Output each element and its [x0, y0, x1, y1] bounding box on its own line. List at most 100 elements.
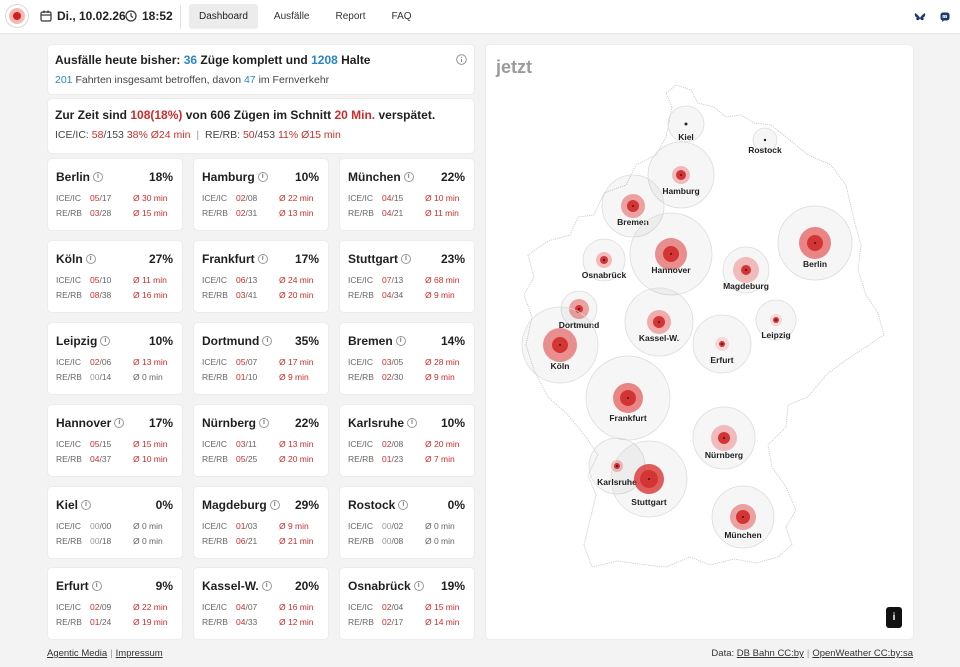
city-card[interactable]: Karlsruhe i 10% ICE/IC 02/08 Ø 20 min RE/RB 01/… [340, 405, 474, 476]
map-city-label: Dortmund [559, 320, 600, 330]
tab-dashboard[interactable]: Dashboard [189, 4, 258, 29]
map-city-label: Hamburg [662, 186, 699, 196]
tab-ausfaelle[interactable]: Ausfälle [273, 11, 310, 22]
city-pct: 35% [294, 334, 319, 348]
city-card[interactable]: Erfurt i 9% ICE/IC 02/09 Ø 22 min RE/RB 01/24 Ø … [48, 568, 182, 639]
map-city[interactable]: München [711, 485, 775, 549]
info-icon[interactable]: i [261, 580, 272, 591]
map-city[interactable]: Erfurt [692, 314, 752, 374]
map-city-center [814, 242, 816, 244]
info-icon[interactable]: i [259, 417, 269, 428]
info-icon[interactable]: i [257, 171, 268, 182]
info-icon[interactable]: i [407, 417, 418, 428]
info-icon[interactable]: i [413, 580, 424, 591]
city-name: Frankfurt i [202, 252, 268, 266]
db-bahn-link[interactable]: DB Bahn CC:by [736, 648, 804, 659]
city-card[interactable]: Stuttgart i 23% ICE/IC 07/13 Ø 68 min RE/RB 04/… [340, 241, 474, 312]
city-card[interactable]: Kiel i 0% ICE/IC 00/00 Ø 0 min RE/RB 00/18 Ø 0 m… [48, 487, 182, 558]
map-city-area [692, 406, 756, 470]
info-icon[interactable] [456, 54, 467, 65]
info-icon[interactable]: i [398, 499, 409, 510]
city-card[interactable]: Osnabrück i 19% ICE/IC 02/04 Ø 15 min RE/RB 02/… [340, 568, 474, 639]
divider [180, 5, 181, 29]
agentic-media-link[interactable]: Agentic Media [47, 648, 108, 659]
openweather-link[interactable]: OpenWeather CC:by:sa [812, 648, 913, 659]
mastodon-icon[interactable] [939, 11, 951, 23]
map-city-center [680, 174, 682, 176]
map-city[interactable]: Rostock [748, 127, 782, 155]
map-city[interactable]: Dortmund [559, 290, 600, 330]
info-icon[interactable]: i [81, 499, 92, 510]
tab-report[interactable]: Report [335, 11, 366, 22]
map-city-label: Nürnberg [705, 450, 743, 460]
city-card[interactable]: Hannover i 17% ICE/IC 05/15 Ø 15 min RE/RB 04/3… [48, 405, 182, 476]
map-city[interactable]: Leipzig [755, 299, 797, 341]
map-city-label: Erfurt [710, 355, 733, 365]
info-icon[interactable]: i [401, 253, 411, 264]
ice-row: ICE/IC 02/06 Ø 13 min [56, 357, 168, 367]
info-icon[interactable]: i [100, 335, 111, 346]
bluesky-icon[interactable] [914, 11, 926, 23]
city-name: München i [348, 170, 414, 184]
info-icon[interactable]: i [93, 171, 104, 182]
map-city[interactable]: Stuttgart [610, 440, 688, 518]
info-icon[interactable]: i [262, 335, 273, 346]
city-card[interactable]: Dortmund i 35% ICE/IC 05/07 Ø 17 min RE/RB 01/1… [194, 323, 328, 394]
city-pct: 23% [440, 252, 465, 266]
city-card[interactable]: Hamburg i 10% ICE/IC 02/08 Ø 22 min RE/RB 02/31… [194, 159, 328, 230]
info-icon[interactable]: i [91, 580, 102, 591]
map-city-label: Berlin [803, 259, 827, 269]
delayed-count: 108 [130, 108, 151, 122]
info-icon[interactable]: i [114, 417, 125, 428]
map-city[interactable]: Hannover [629, 212, 713, 296]
map-city-area [647, 141, 715, 209]
info-button[interactable]: i [886, 607, 902, 628]
map-city-center [745, 269, 747, 271]
map-city[interactable]: Kiel [667, 105, 705, 143]
map-city[interactable]: Nürnberg [692, 406, 756, 470]
city-card[interactable]: Magdeburg i 29% ICE/IC 01/03 Ø 9 min RE/RB 06/2… [194, 487, 328, 558]
city-card[interactable]: Nürnberg i 22% ICE/IC 03/11 Ø 13 min RE/RB 05/2… [194, 405, 328, 476]
map-city-label: Rostock [748, 145, 782, 155]
germany-outline [523, 84, 885, 568]
info-icon[interactable]: i [395, 335, 406, 346]
re-row: RE/RB 02/30 Ø 9 min [348, 372, 455, 382]
map-city[interactable]: Hamburg [647, 141, 715, 209]
city-card[interactable]: Leipzig i 10% ICE/IC 02/06 Ø 13 min RE/RB 00/14… [48, 323, 182, 394]
map-city[interactable]: Berlin [777, 205, 853, 281]
city-card[interactable]: Berlin i 18% ICE/IC 05/17 Ø 30 min RE/RB 03/28 Ø… [48, 159, 182, 230]
tab-faq[interactable]: FAQ [391, 11, 412, 22]
city-card[interactable]: München i 22% ICE/IC 04/15 Ø 10 min RE/RB 04/21… [340, 159, 474, 230]
city-pct: 10% [440, 416, 465, 430]
info-icon[interactable]: i [269, 499, 280, 510]
re-row: RE/RB 03/41 Ø 20 min [202, 290, 314, 300]
city-pct: 19% [440, 579, 465, 593]
info-icon[interactable]: i [403, 171, 414, 182]
logo[interactable] [5, 4, 29, 28]
map-city[interactable]: Bremen [601, 174, 665, 238]
map-city-label: Frankfurt [609, 413, 646, 423]
map-city-label: Stuttgart [631, 497, 667, 507]
map-city[interactable]: Frankfurt [585, 355, 671, 441]
city-card[interactable]: Köln i 27% ICE/IC 05/10 Ø 11 min RE/RB 08/38 Ø 1… [48, 241, 182, 312]
city-name: Bremen i [348, 334, 406, 348]
city-card[interactable]: Kassel-W. i 20% ICE/IC 04/07 Ø 16 min RE/RB 04/… [194, 568, 328, 639]
city-name: Stuttgart i [348, 252, 411, 266]
re-row: RE/RB 04/37 Ø 10 min [56, 454, 168, 464]
city-card[interactable]: Frankfurt i 17% ICE/IC 06/13 Ø 24 min RE/RB 03/… [194, 241, 328, 312]
map-city-center [616, 465, 618, 467]
city-card[interactable]: Bremen i 14% ICE/IC 03/05 Ø 28 min RE/RB 02/30 Ø… [340, 323, 474, 394]
info-icon[interactable]: i [257, 253, 268, 264]
map-panel: jetzt Kiel Rostock Hamburg Bremen Berlin Osna… [486, 45, 913, 639]
info-icon[interactable]: i [85, 253, 96, 264]
impressum-link[interactable]: Impressum [115, 648, 163, 659]
city-name: Dortmund i [202, 334, 273, 348]
city-card[interactable]: Rostock i 0% ICE/IC 00/02 Ø 0 min RE/RB 00/08 Ø … [340, 487, 474, 558]
map-city[interactable]: Kassel-W. [624, 287, 694, 357]
city-name: Magdeburg i [202, 498, 280, 512]
map-city[interactable]: Osnabrück [582, 238, 627, 282]
map-city[interactable]: Köln [521, 306, 599, 384]
map-city[interactable]: Magdeburg [722, 246, 770, 294]
clock-icon [125, 10, 137, 22]
map-city-center [627, 397, 629, 399]
